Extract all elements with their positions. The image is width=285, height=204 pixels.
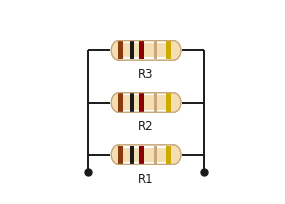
FancyBboxPatch shape — [118, 146, 123, 164]
FancyBboxPatch shape — [117, 96, 175, 110]
FancyBboxPatch shape — [117, 44, 175, 58]
FancyBboxPatch shape — [130, 42, 134, 60]
FancyBboxPatch shape — [139, 94, 144, 112]
FancyBboxPatch shape — [118, 94, 123, 112]
FancyBboxPatch shape — [166, 42, 171, 60]
Ellipse shape — [111, 41, 126, 61]
Ellipse shape — [166, 145, 181, 165]
Text: R1: R1 — [138, 172, 154, 185]
FancyBboxPatch shape — [117, 148, 175, 162]
Ellipse shape — [166, 93, 181, 113]
FancyBboxPatch shape — [154, 146, 157, 164]
FancyBboxPatch shape — [118, 42, 123, 60]
FancyBboxPatch shape — [166, 146, 171, 164]
Text: R3: R3 — [138, 68, 154, 81]
Ellipse shape — [166, 41, 181, 61]
FancyBboxPatch shape — [139, 42, 144, 60]
FancyBboxPatch shape — [139, 146, 144, 164]
FancyBboxPatch shape — [130, 146, 134, 164]
FancyBboxPatch shape — [154, 94, 157, 112]
FancyBboxPatch shape — [154, 42, 157, 60]
Ellipse shape — [111, 93, 126, 113]
Text: R2: R2 — [138, 120, 154, 133]
FancyBboxPatch shape — [130, 94, 134, 112]
Ellipse shape — [111, 145, 126, 165]
FancyBboxPatch shape — [166, 94, 171, 112]
